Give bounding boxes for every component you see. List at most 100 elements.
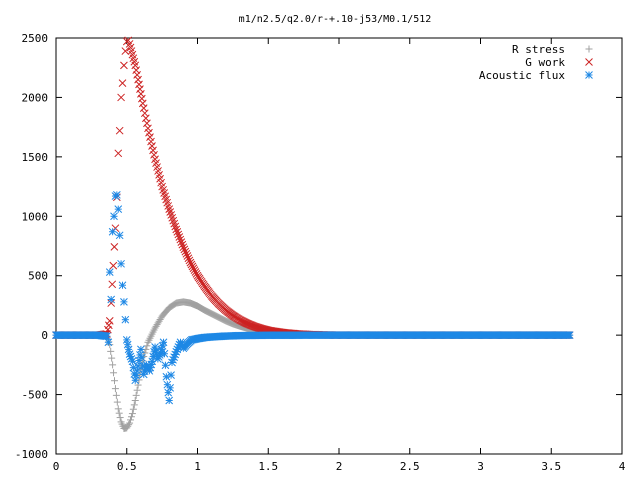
data-point [114,149,123,158]
y-tick-label: 1000 [22,210,49,223]
y-tick-label: 1500 [22,151,49,164]
data-point [161,361,170,370]
data-point [112,391,120,399]
data-point [108,280,117,289]
data-point [132,371,141,380]
data-point [120,61,128,70]
data-point [175,233,184,241]
x-tick-label: 1.5 [258,460,278,473]
data-point [174,230,183,239]
x-tick-label: 3 [477,460,484,473]
chart-title: m1/n2.5/q2.0/r-+.10-j53/M0.1/512 [239,14,432,25]
data-point [130,401,138,409]
data-point [127,413,135,421]
data-point [183,252,192,260]
data-point [180,245,189,254]
data-point [173,228,182,236]
data-point [115,126,124,135]
data-point [148,142,156,150]
data-point [145,128,153,137]
data-point [187,260,196,269]
data-point [117,259,125,268]
data-point [108,354,116,362]
x-tick-label: 2.5 [400,460,420,473]
data-point [162,372,171,381]
data-point [128,410,136,418]
data-point [105,268,114,277]
y-tick-label: -1000 [15,448,48,461]
data-point [107,295,116,304]
legend-marker [585,58,593,66]
y-tick-label: 2500 [22,32,49,45]
y-tick-label: -500 [22,389,49,402]
data-point [186,258,195,267]
data-point [110,212,118,221]
data-marks [52,36,574,432]
data-point [149,146,157,155]
data-point [189,264,198,273]
data-point [110,377,118,385]
series-g-work [52,36,574,339]
data-point [172,225,181,234]
data-point [107,347,115,355]
data-point [123,340,132,349]
data-point [147,137,155,146]
data-point [168,213,177,222]
data-point [184,254,193,263]
data-point [143,119,151,128]
y-tick-label: 2000 [22,91,49,104]
data-point [169,216,178,225]
legend-label: G work [525,56,565,69]
legend-marker [585,71,593,79]
data-point [131,61,140,70]
legend-label: Acoustic flux [479,69,565,82]
plot-frame [55,37,623,455]
data-point [109,361,117,369]
data-point [122,336,131,344]
data-point [112,191,121,199]
data-point [185,256,194,265]
data-point [192,269,201,278]
data-point [125,421,133,429]
data-point [179,243,188,252]
series-acoustic-flux [52,191,574,405]
data-point [134,75,142,84]
data-point [167,211,176,219]
data-point [167,371,175,380]
x-tick-label: 0 [53,460,60,473]
data-point [115,231,124,240]
data-point [111,385,119,393]
data-point [118,79,127,88]
y-tick-label: 500 [28,270,48,283]
data-point [103,332,111,341]
data-point [124,345,133,354]
data-point [117,93,125,102]
data-point [141,114,150,123]
data-point [191,268,200,276]
data-point [115,409,123,417]
data-point [114,205,123,214]
data-point [176,235,185,244]
x-tick-label: 1 [194,460,201,473]
data-point [182,249,191,258]
data-point [143,342,151,350]
data-point [178,240,187,249]
axes: 2500 2000 1500 1000 500 0 -500 -1000 0 0.5 1 1.5 2 2.… [15,32,626,473]
data-point [146,133,154,142]
data-point [131,397,139,405]
data-point [137,353,146,362]
data-point [136,85,144,93]
data-point [565,331,574,339]
data-point [181,247,190,256]
data-point [165,396,174,405]
data-point [116,414,124,422]
data-point [170,219,179,228]
data-point [104,338,113,347]
data-point [120,298,128,306]
data-point [177,238,186,246]
data-point [159,338,168,347]
x-tick-label: 3.5 [541,460,561,473]
data-point [171,222,180,231]
data-point [133,70,141,79]
